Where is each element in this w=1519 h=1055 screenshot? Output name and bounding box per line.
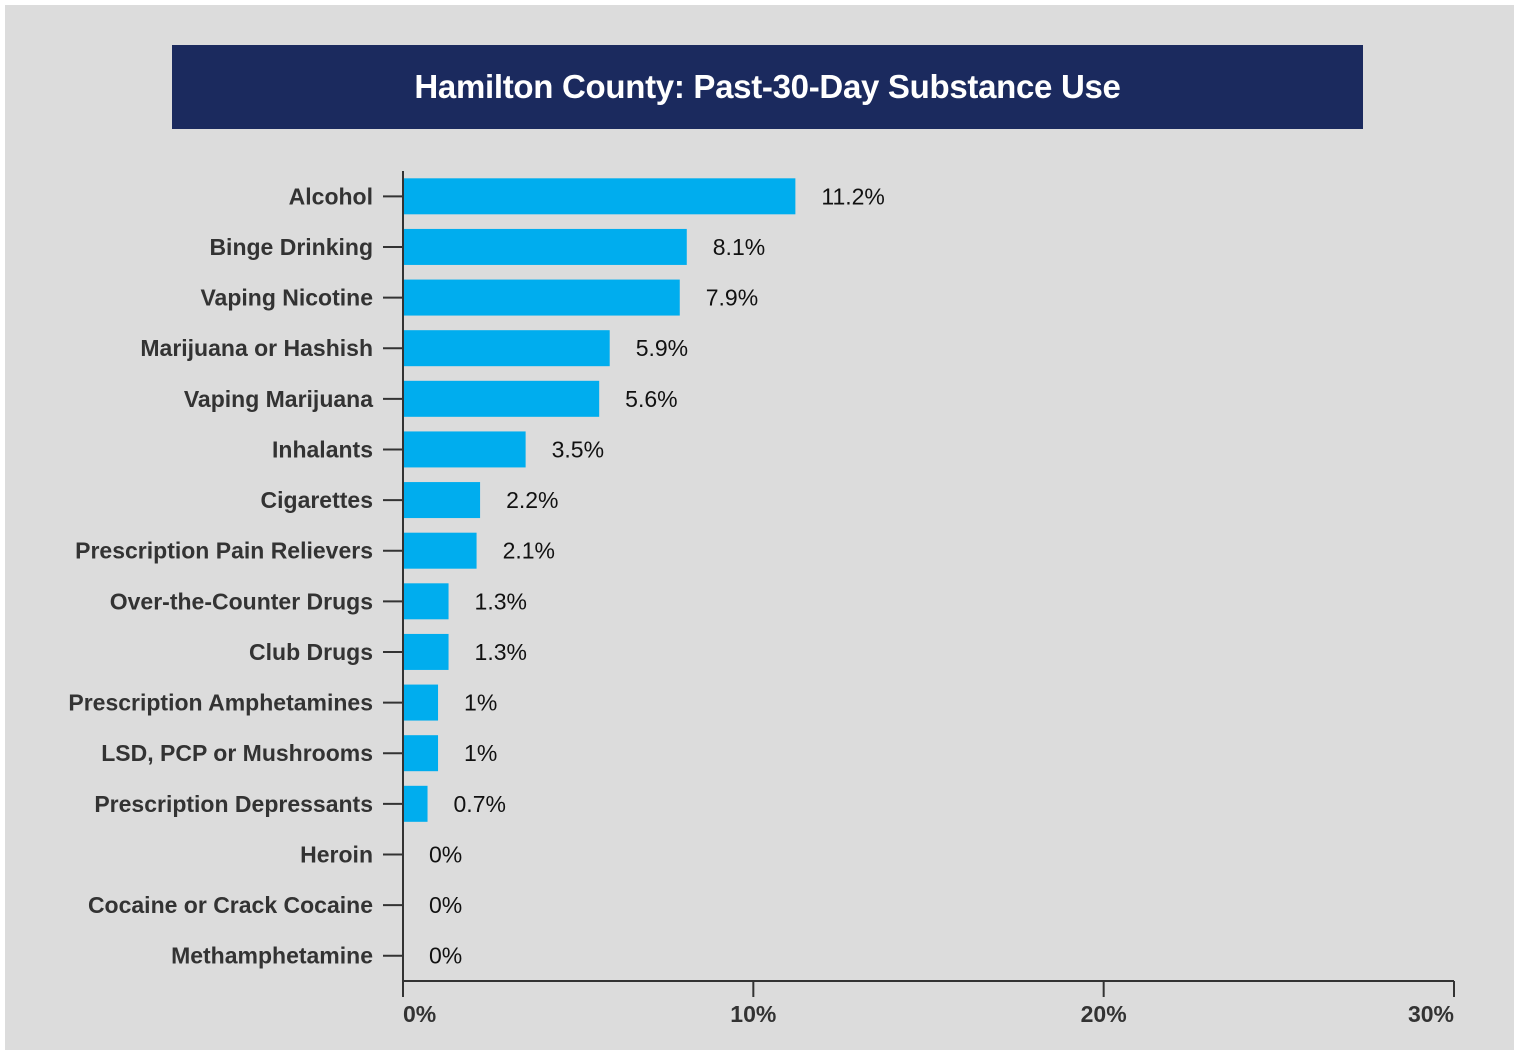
bars-group: [403, 178, 796, 822]
category-label: LSD, PCP or Mushrooms: [101, 740, 373, 766]
category-label: Heroin: [300, 841, 373, 867]
category-label: Over-the-Counter Drugs: [110, 588, 373, 614]
value-label: 5.9%: [636, 335, 688, 361]
axes-group: [383, 171, 1455, 997]
x-tick-label: 30%: [1408, 1001, 1454, 1027]
chart-title: Hamilton County: Past-30-Day Substance U…: [414, 68, 1121, 105]
bar: [403, 431, 526, 468]
category-label: Vaping Marijuana: [184, 386, 373, 412]
category-label: Prescription Pain Relievers: [75, 538, 373, 564]
x-tick-label: 0%: [403, 1001, 436, 1027]
bar: [403, 532, 477, 569]
category-label: Prescription Amphetamines: [68, 690, 373, 716]
value-label: 0%: [429, 841, 462, 867]
bar: [403, 785, 428, 822]
value-label: 3.5%: [552, 436, 604, 462]
value-label: 0.7%: [454, 791, 506, 817]
bar: [403, 228, 687, 265]
category-label: Prescription Depressants: [94, 791, 373, 817]
category-label: Alcohol: [289, 183, 373, 209]
value-label: 5.6%: [625, 386, 677, 412]
value-label: 11.2%: [821, 183, 885, 209]
bar: [403, 633, 449, 670]
value-label: 0%: [429, 943, 462, 969]
bar: [403, 380, 600, 417]
category-label: Marijuana or Hashish: [140, 335, 373, 361]
bar: [403, 735, 439, 772]
value-label: 1%: [464, 690, 497, 716]
category-label: Cigarettes: [261, 487, 373, 513]
category-label: Vaping Nicotine: [200, 285, 373, 311]
bar: [403, 684, 439, 721]
bar: [403, 482, 481, 519]
category-label: Cocaine or Crack Cocaine: [88, 892, 373, 918]
bar: [403, 330, 610, 367]
category-label: Inhalants: [272, 436, 373, 462]
bar: [403, 178, 796, 215]
category-label: Club Drugs: [249, 639, 373, 665]
x-tick-label: 10%: [730, 1001, 776, 1027]
bar: [403, 279, 680, 316]
x-tick-label: 20%: [1081, 1001, 1127, 1027]
value-label: 1.3%: [475, 588, 527, 614]
value-label: 7.9%: [706, 285, 758, 311]
value-label: 2.1%: [503, 538, 555, 564]
value-label: 2.2%: [506, 487, 558, 513]
value-label: 1%: [464, 740, 497, 766]
value-label: 8.1%: [713, 234, 765, 260]
category-label: Methamphetamine: [171, 943, 373, 969]
category-label: Binge Drinking: [209, 234, 373, 260]
value-label: 1.3%: [475, 639, 527, 665]
value-label: 0%: [429, 892, 462, 918]
bar: [403, 583, 449, 620]
chart-title-bar: Hamilton County: Past-30-Day Substance U…: [172, 45, 1363, 129]
labels-group: Alcohol 11.2% Binge Drinking 8.1% Vaping Nic…: [68, 183, 1454, 1027]
